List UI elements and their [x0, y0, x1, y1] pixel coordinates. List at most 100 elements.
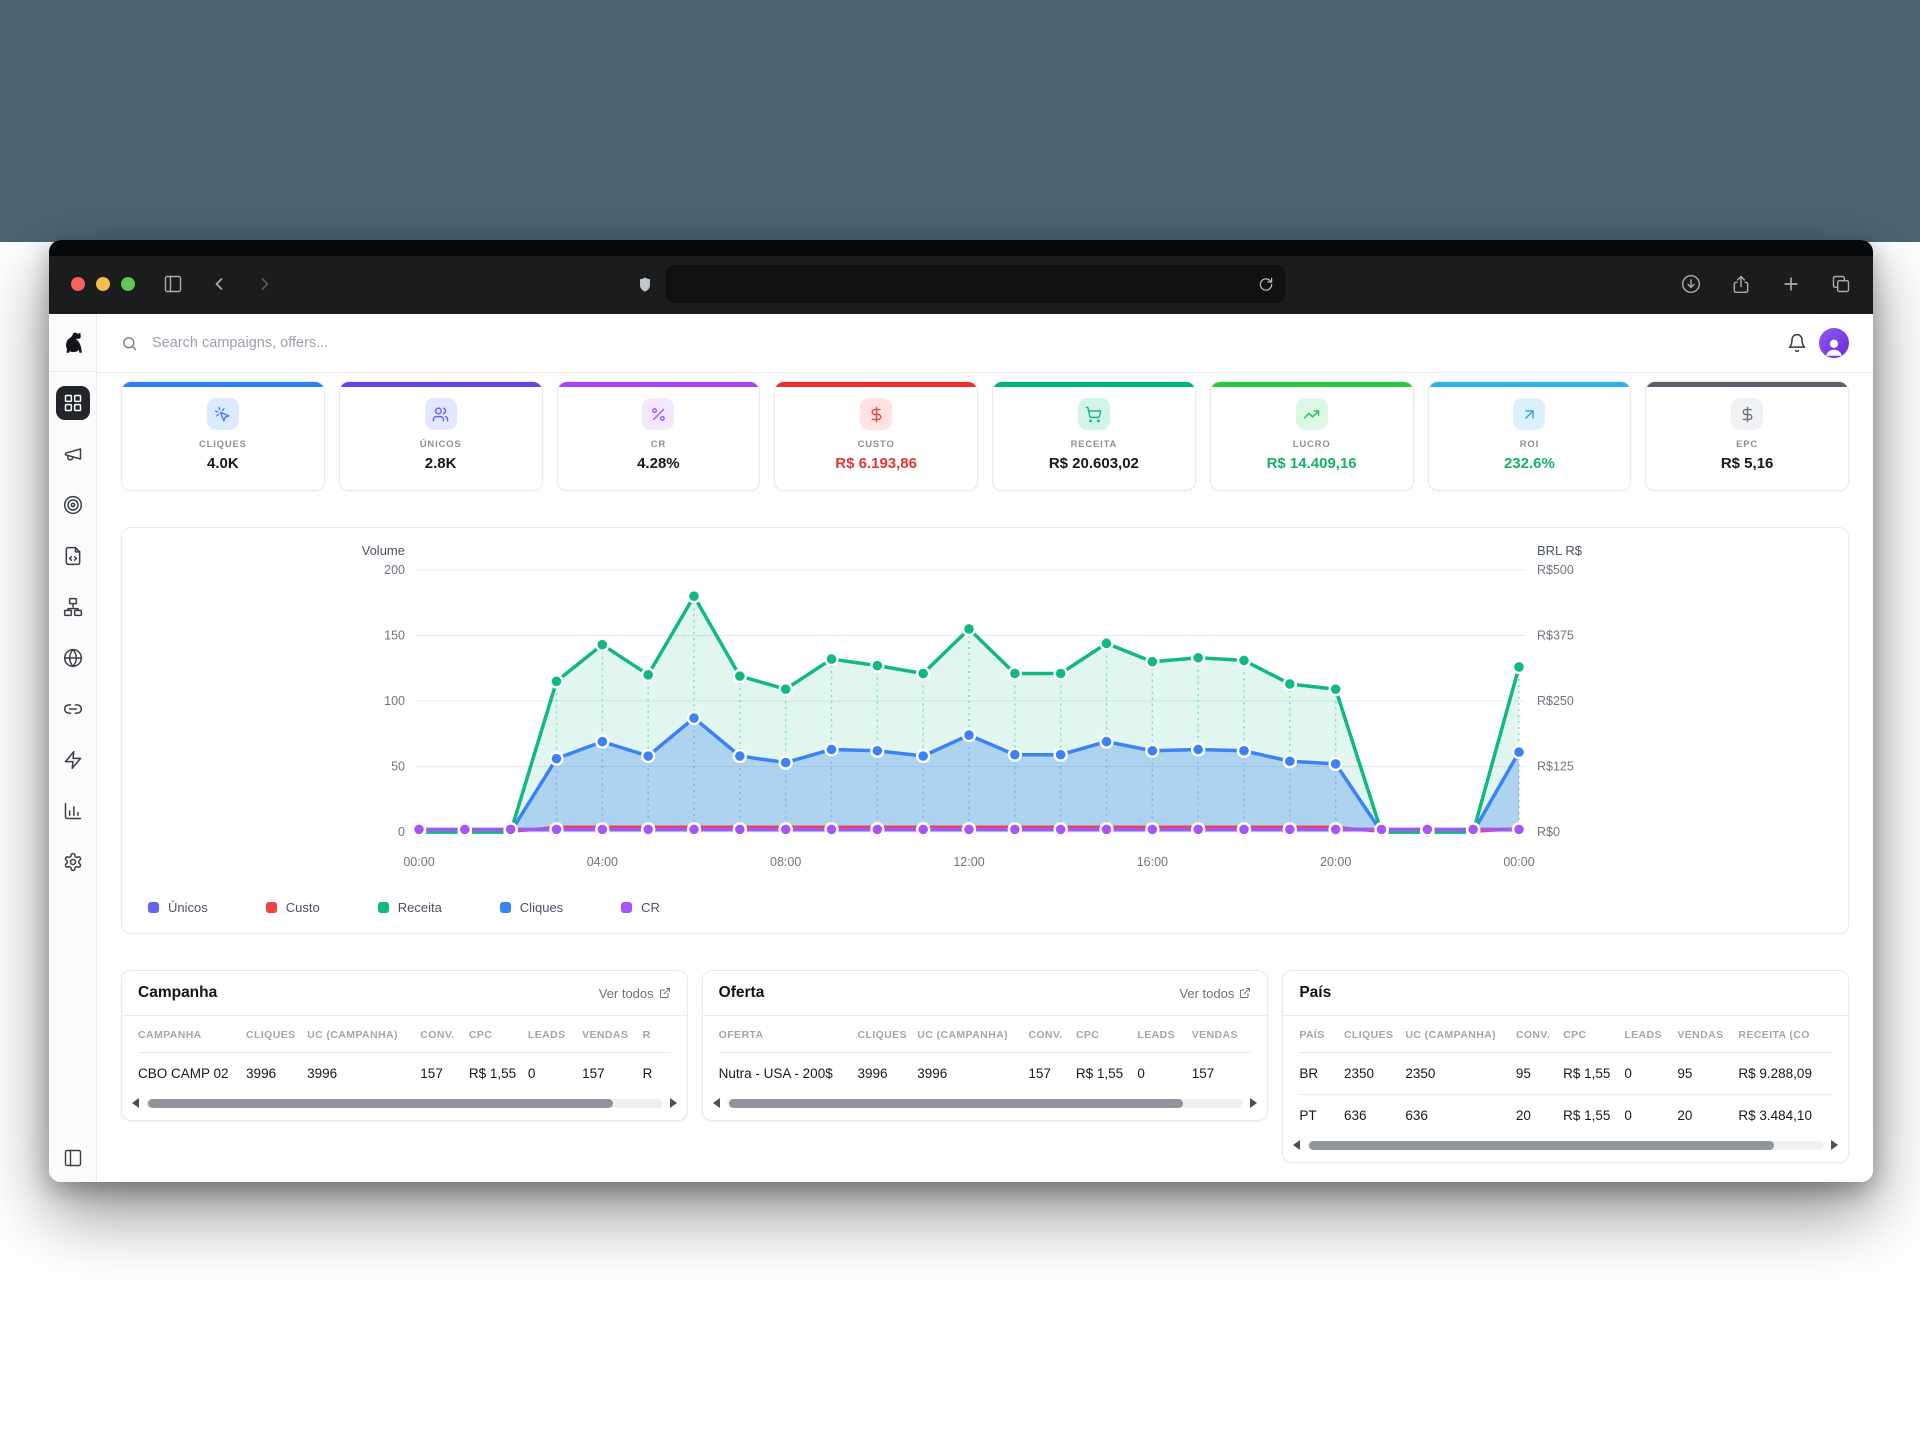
close-button[interactable]	[71, 277, 85, 291]
table-cell: R$ 3.484,10	[1738, 1094, 1832, 1136]
sidebar-item-scripts[interactable]	[56, 539, 90, 573]
kpi-label: ÚNICOS	[419, 439, 462, 450]
tab-overview-icon[interactable]	[1831, 274, 1851, 294]
reload-icon	[1259, 277, 1273, 291]
gear-icon	[64, 852, 81, 872]
users-icon	[432, 406, 449, 422]
svg-text:16:00: 16:00	[1137, 855, 1168, 869]
kpi-card-receita[interactable]: RECEITA R$ 20.603,02	[992, 381, 1196, 491]
address-bar[interactable]	[665, 265, 1286, 303]
external-link-icon	[1240, 988, 1251, 998]
scrollbar-thumb[interactable]	[728, 1098, 1184, 1108]
scroll-right-arrow[interactable]	[1250, 1098, 1258, 1108]
table-scroll-area[interactable]: PAÍS CLIQUES UC (CAMPANHA) CONV. CPC LEADS VEN…	[1283, 1016, 1848, 1136]
kpi-card-cliques[interactable]: CLIQUES 4.0K	[121, 381, 325, 491]
zoom-button[interactable]	[121, 277, 135, 291]
table-cell: R$ 1,55	[1563, 1052, 1625, 1095]
kpi-accent-strip	[557, 382, 760, 387]
scrollbar-thumb[interactable]	[148, 1098, 613, 1108]
user-avatar[interactable]	[1819, 328, 1849, 358]
kpi-icon-chip	[860, 398, 893, 430]
collapse-sidebar-button[interactable]	[63, 1148, 83, 1168]
kpi-label: CR	[650, 439, 667, 450]
scrollbar-track[interactable]	[146, 1098, 663, 1108]
table-row[interactable]: BR 2350 2350 95 R$ 1,55 0 95 R$ 9.288,09	[1299, 1052, 1832, 1095]
back-icon[interactable]	[209, 274, 229, 294]
legend-item-receita[interactable]: Receita	[377, 900, 442, 915]
scroll-right-arrow[interactable]	[1831, 1140, 1838, 1150]
column-header: VENDAS	[1677, 1029, 1724, 1041]
back-chevron-icon	[215, 278, 223, 290]
browser-titlebar	[49, 240, 1873, 314]
sidebar-item-settings[interactable]	[56, 845, 90, 879]
table-cell: 157	[420, 1052, 469, 1094]
legend-swatch	[621, 902, 633, 913]
kpi-card-únicos[interactable]: ÚNICOS 2.8K	[338, 381, 543, 491]
kpi-card-cr[interactable]: CR 4.28%	[556, 381, 761, 491]
table-row[interactable]: CBO CAMP 02 3996 3996 157 R$ 1,55 0 157 R	[138, 1052, 671, 1094]
ver-todos-link[interactable]: Ver todos	[1179, 986, 1251, 1001]
search-icon	[121, 335, 138, 352]
legend-item-custo[interactable]: Custo	[265, 900, 320, 915]
share-icon[interactable]	[1731, 274, 1751, 294]
column-header: CLIQUES	[857, 1029, 907, 1041]
horizontal-scrollbar	[703, 1094, 1268, 1120]
shield-icon	[640, 276, 650, 292]
sidebar-item-offers[interactable]	[56, 488, 90, 522]
forward-icon[interactable]	[255, 274, 275, 294]
kpi-card-roi[interactable]: ROI 232.6%	[1427, 381, 1632, 491]
shield-icon[interactable]	[637, 276, 654, 293]
scrollbar-track[interactable]	[1307, 1140, 1824, 1150]
minimize-button[interactable]	[96, 277, 110, 291]
table-cell: 20	[1515, 1094, 1564, 1136]
table-row[interactable]: Nutra - USA - 200$ 3996 3996 157 R$ 1,55 0 157	[718, 1052, 1252, 1094]
download-icon[interactable]	[1681, 274, 1701, 294]
kpi-card-custo[interactable]: CUSTO R$ 6.193,86	[774, 381, 978, 491]
sidebar-item-automation[interactable]	[56, 743, 90, 777]
scroll-left-arrow[interactable]	[712, 1098, 720, 1108]
legend-label: CR	[641, 900, 660, 915]
kpi-card-lucro[interactable]: LUCRO R$ 14.409,16	[1209, 381, 1414, 491]
dog-logo-icon	[60, 330, 86, 356]
table-scroll-area[interactable]: OFERTA CLIQUES UC (CAMPANHA) CONV. CPC LEADS V…	[703, 1016, 1268, 1094]
sidebar-item-dashboard[interactable]	[55, 386, 90, 420]
sidebar-item-links[interactable]	[56, 692, 90, 726]
svg-text:Volume: Volume	[362, 544, 405, 558]
sidebar-item-reports[interactable]	[56, 794, 90, 828]
kpi-label: EPC	[1736, 439, 1759, 450]
scrollbar-thumb[interactable]	[1309, 1140, 1775, 1150]
kpi-accent-strip	[1646, 382, 1848, 387]
browser-window: CLIQUES 4.0K ÚNICOS 2.8K CR 4.28% CUSTO …	[49, 240, 1873, 1182]
table-cell: 636	[1405, 1094, 1516, 1136]
table-scroll-area[interactable]: CAMPANHA CLIQUES UC (CAMPANHA) CONV. CPC LEAD…	[122, 1016, 687, 1094]
table-row[interactable]: PT 636 636 20 R$ 1,55 0 20 R$ 3.484,10	[1299, 1094, 1832, 1136]
notifications-bell-icon[interactable]	[1787, 333, 1807, 353]
search-input[interactable]	[150, 334, 574, 352]
performance-chart[interactable]: 200 R$500 150 R$375 100 R$250 50 R$125 0 R$0 Volum…	[134, 544, 1837, 894]
legend-item-únicos[interactable]: Únicos	[148, 900, 208, 915]
scroll-left-arrow[interactable]	[1293, 1140, 1301, 1150]
scrollbar-track[interactable]	[726, 1098, 1244, 1108]
kpi-card-epc[interactable]: EPC R$ 5,16	[1645, 381, 1849, 491]
sidebar-item-funnels[interactable]	[56, 590, 90, 624]
scroll-left-arrow[interactable]	[132, 1098, 139, 1108]
svg-text:50: 50	[391, 760, 405, 774]
kpi-accent-strip	[1210, 382, 1413, 387]
sidebar-item-campaigns[interactable]	[56, 437, 90, 471]
legend-item-cliques[interactable]: Cliques	[499, 900, 563, 915]
reload-icon[interactable]	[1259, 277, 1274, 292]
scroll-right-arrow[interactable]	[669, 1098, 677, 1108]
app-logo[interactable]	[49, 314, 96, 372]
sidebar-toggle-icon[interactable]	[163, 274, 183, 294]
column-header: CPC	[1075, 1029, 1100, 1041]
new-tab-icon[interactable]	[1781, 274, 1801, 294]
kpi-cards-row: CLIQUES 4.0K ÚNICOS 2.8K CR 4.28% CUSTO …	[121, 381, 1849, 491]
legend-item-cr[interactable]: CR	[621, 900, 660, 915]
sidebar-item-domains[interactable]	[56, 641, 90, 675]
share-icon	[1733, 275, 1749, 294]
svg-text:100: 100	[384, 694, 405, 708]
column-header: OFERTA	[718, 1029, 764, 1041]
dollar-icon	[1742, 406, 1753, 422]
ver-todos-link[interactable]: Ver todos	[599, 986, 671, 1001]
table-cell: 2350	[1405, 1052, 1516, 1095]
